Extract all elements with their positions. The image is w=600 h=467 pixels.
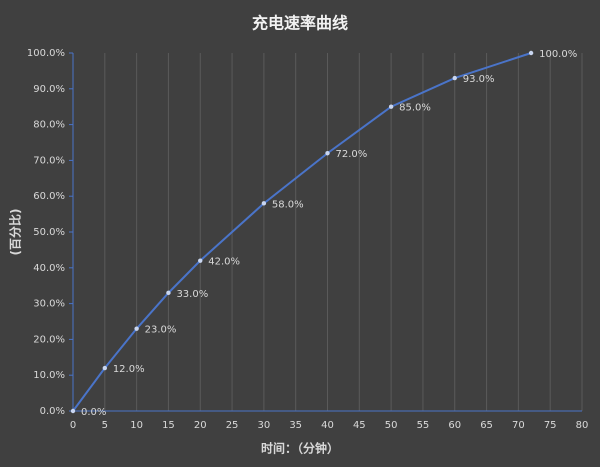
data-label: 42.0% — [208, 257, 240, 268]
x-axis-title: 时间：（分钟） — [261, 441, 339, 456]
y-tick-label: 20.0% — [33, 334, 65, 345]
data-label: 33.0% — [176, 289, 208, 300]
point — [452, 75, 457, 81]
point — [102, 365, 108, 371]
x-tick-label: 0 — [70, 420, 76, 431]
y-axis-title: (百分比) — [8, 209, 23, 256]
y-tick-label: 0.0% — [40, 406, 65, 417]
y-tick-label: 90.0% — [33, 84, 65, 95]
x-tick-label: 50 — [385, 420, 398, 431]
data-label: 23.0% — [145, 325, 177, 336]
point — [134, 326, 139, 331]
y-tick-label: 100.0% — [27, 48, 65, 59]
data-label: 93.0% — [463, 74, 495, 85]
data-label: 12.0% — [113, 364, 145, 375]
point — [70, 408, 76, 414]
x-tick-label: 20 — [194, 420, 207, 431]
x-tick-label: 15 — [162, 420, 175, 431]
y-tick-label: 70.0% — [33, 155, 65, 166]
chart-title: 充电速率曲线 — [252, 14, 348, 33]
y-tick-label: 60.0% — [33, 191, 65, 202]
data-label: 0.0% — [81, 407, 106, 418]
point — [528, 50, 534, 56]
y-tick-label: 40.0% — [33, 263, 65, 274]
y-tick-label: 10.0% — [33, 370, 65, 381]
y-tick-label: 50.0% — [33, 227, 65, 238]
data-label: 58.0% — [272, 199, 304, 210]
x-tick-label: 55 — [417, 420, 430, 431]
point — [166, 290, 171, 296]
x-tick-label: 40 — [321, 420, 334, 431]
x-tick-label: 45 — [353, 420, 366, 431]
data-label: 72.0% — [336, 149, 368, 160]
line — [72, 52, 532, 412]
x-tick-label: 5 — [102, 420, 108, 431]
point — [325, 151, 330, 156]
x-tick-label: 80 — [576, 420, 589, 431]
data-label: 85.0% — [399, 103, 431, 114]
y-tick-label: 80.0% — [33, 120, 65, 131]
x-tick-label: 60 — [448, 420, 461, 431]
x-tick-label: 70 — [512, 420, 525, 431]
x-tick-label: 35 — [289, 420, 302, 431]
x-tick-label: 30 — [258, 420, 271, 431]
y-tick-label: 30.0% — [33, 299, 65, 310]
data-label: 100.0% — [539, 49, 577, 60]
x-tick-label: 75 — [544, 420, 557, 431]
x-tick-label: 65 — [480, 420, 493, 431]
x-tick-label: 10 — [130, 420, 143, 431]
x-tick-label: 25 — [226, 420, 239, 431]
point — [388, 104, 394, 109]
point — [198, 258, 203, 263]
point — [261, 201, 267, 206]
